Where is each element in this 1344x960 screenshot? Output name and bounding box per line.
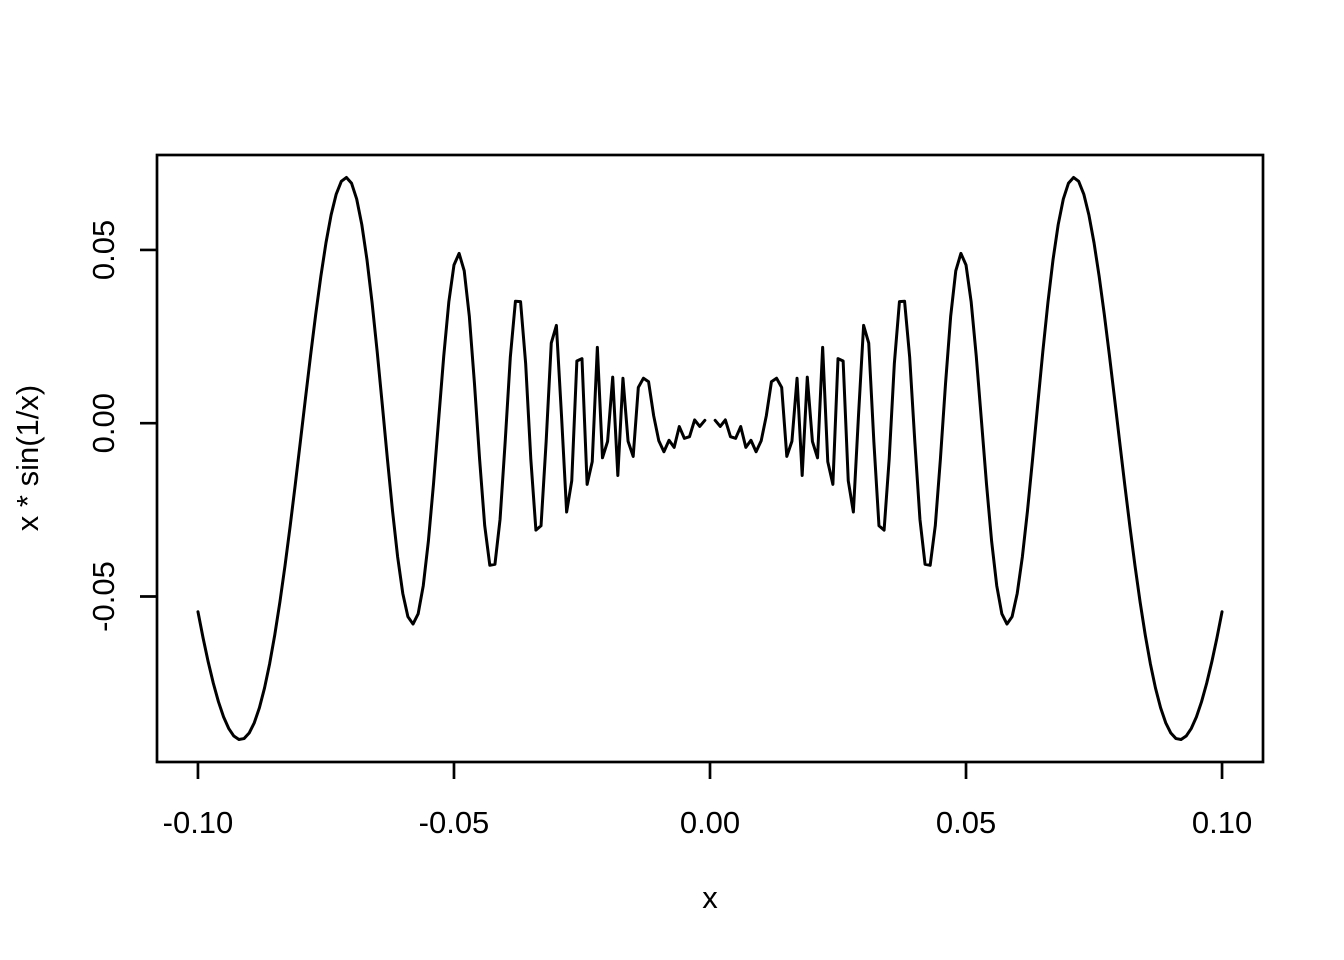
x-tick-label: 0.05 [936,805,996,840]
curve-line [196,175,1224,742]
plot-box [155,153,1265,764]
y-tick-label: 0.00 [86,393,121,453]
y-axis-ticks-group: -0.05 0.00 0.05 [86,220,157,632]
x-tick-label: 0.00 [680,805,740,840]
x-tick-label: -0.10 [163,805,234,840]
y-tick-label: -0.05 [86,561,121,632]
x-axis-label: x [702,880,718,915]
y-axis-label: x * sin(1/x) [10,385,45,531]
x-axis-ticks-group: -0.10 -0.05 0.00 0.05 0.10 [163,762,1252,840]
y-tick-label: 0.05 [86,220,121,280]
x-tick-label: 0.10 [1192,805,1252,840]
x-tick-label: -0.05 [419,805,490,840]
